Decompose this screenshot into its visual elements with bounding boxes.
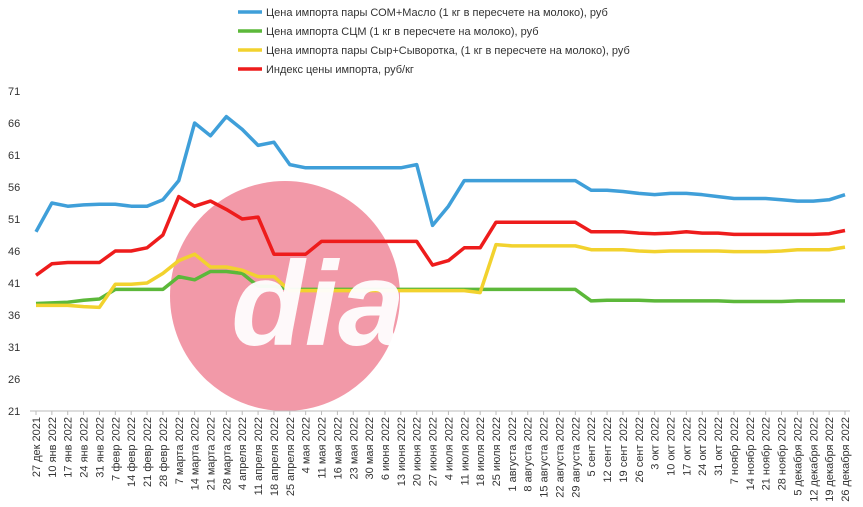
x-tick-label: 12 декабря 2022: [808, 417, 820, 502]
y-tick-label: 21: [8, 406, 20, 418]
x-tick-label: 24 янв 2022: [79, 417, 91, 478]
x-tick-label: 6 июня 2022: [380, 417, 392, 480]
x-tick-label: 18 апреля 2022: [269, 417, 281, 496]
x-tick-label: 4 мая 2022: [301, 417, 313, 473]
x-tick-label: 3 окт 2022: [650, 417, 662, 470]
x-tick-label: 8 августа 2022: [523, 417, 535, 492]
watermark-circle: [170, 181, 400, 411]
x-tick-label: 21 марта 2022: [205, 417, 217, 490]
series-line: [34, 194, 846, 277]
x-tick-label: 4 июля 2022: [443, 417, 455, 480]
x-tick-label: 16 мая 2022: [332, 417, 344, 479]
x-tick-label: 7 марта 2022: [174, 417, 186, 484]
x-tick-label: 1 августа 2022: [507, 417, 519, 492]
x-tick-label: 19 сент 2022: [618, 417, 630, 483]
x-tick-label: 25 апреля 2022: [285, 417, 297, 496]
y-tick-label: 26: [8, 374, 20, 386]
x-tick-label: 31 окт 2022: [713, 417, 725, 476]
x-tick-label: 27 июня 2022: [428, 417, 440, 486]
legend-label: Цена импорта пары СОМ+Масло (1 кг в пере…: [266, 7, 608, 19]
x-tick-label: 28 февр 2022: [158, 417, 170, 487]
x-tick-label: 10 окт 2022: [666, 417, 678, 476]
x-tick-label: 21 февр 2022: [142, 417, 154, 487]
x-tick-label: 13 июня 2022: [396, 417, 408, 486]
y-tick-label: 51: [8, 214, 20, 226]
x-tick-label: 28 марта 2022: [221, 417, 233, 490]
x-tick-label: 18 июля 2022: [475, 417, 487, 486]
x-tick-label: 22 августа 2022: [554, 417, 566, 498]
x-tick-label: 10 янв 2022: [47, 417, 59, 478]
x-tick-label: 25 июля 2022: [491, 417, 503, 486]
legend-label: Индекс цены импорта, руб/кг: [266, 64, 414, 76]
x-tick-label: 5 декабря 2022: [792, 417, 804, 496]
x-tick-label: 11 мая 2022: [317, 417, 329, 479]
x-tick-label: 17 янв 2022: [63, 417, 75, 478]
y-tick-label: 41: [8, 278, 20, 290]
x-tick-label: 28 ноябр 2022: [777, 417, 789, 490]
x-tick-label: 31 янв 2022: [94, 417, 106, 478]
x-tick-label: 20 июня 2022: [412, 417, 424, 486]
x-tick-label: 7 ноябр 2022: [729, 417, 741, 484]
y-tick-label: 71: [8, 86, 20, 98]
legend-label: Цена импорта СЦМ (1 кг в пересчете на мо…: [266, 26, 539, 38]
x-tick-label: 26 декабря 2022: [840, 417, 852, 502]
x-tick-label: 11 июля 2022: [459, 417, 471, 486]
x-tick-label: 19 декабря 2022: [824, 417, 836, 502]
series-line: [36, 242, 846, 310]
x-tick-label: 27 дек 2021: [31, 417, 43, 477]
x-tick-label: 30 мая 2022: [364, 417, 376, 479]
y-tick-label: 56: [8, 182, 20, 194]
x-tick-label: 4 апреля 2022: [237, 417, 249, 490]
x-tick-label: 12 сент 2022: [602, 417, 614, 483]
y-tick-label: 61: [8, 150, 20, 162]
legend-label: Цена импорта пары Сыр+Сыворотка, (1 кг в…: [266, 45, 630, 57]
x-tick-label: 7 февр 2022: [110, 417, 122, 481]
marks: 21 26 31 36 41 46 51 56 61 66 71 27 дек 2021 10 янв …: [8, 86, 852, 502]
x-tick-label: 24 окт 2022: [697, 417, 709, 476]
x-tick-label: 15 августа 2022: [539, 417, 551, 498]
series-line: [34, 114, 846, 233]
x-tick-label: 29 августа 2022: [570, 417, 582, 498]
x-tick-label: 5 сент 2022: [586, 417, 598, 476]
y-tick-label: 46: [8, 246, 20, 258]
y-tick-label: 66: [8, 118, 20, 130]
x-tick-label: 26 сент 2022: [634, 417, 646, 483]
x-tick-label: 14 ноябр 2022: [745, 417, 757, 490]
x-tick-label: 14 февр 2022: [126, 417, 138, 487]
watermark-text: dia: [231, 237, 404, 371]
x-tick-label: 23 мая 2022: [348, 417, 360, 479]
y-tick-label: 36: [8, 310, 20, 322]
x-tick-label: 17 окт 2022: [681, 417, 693, 476]
x-tick-label: 21 ноябр 2022: [761, 417, 773, 490]
y-tick-label: 31: [8, 342, 20, 354]
x-tick-label: 14 марта 2022: [190, 417, 202, 490]
x-tick-label: 11 апреля 2022: [253, 417, 265, 495]
